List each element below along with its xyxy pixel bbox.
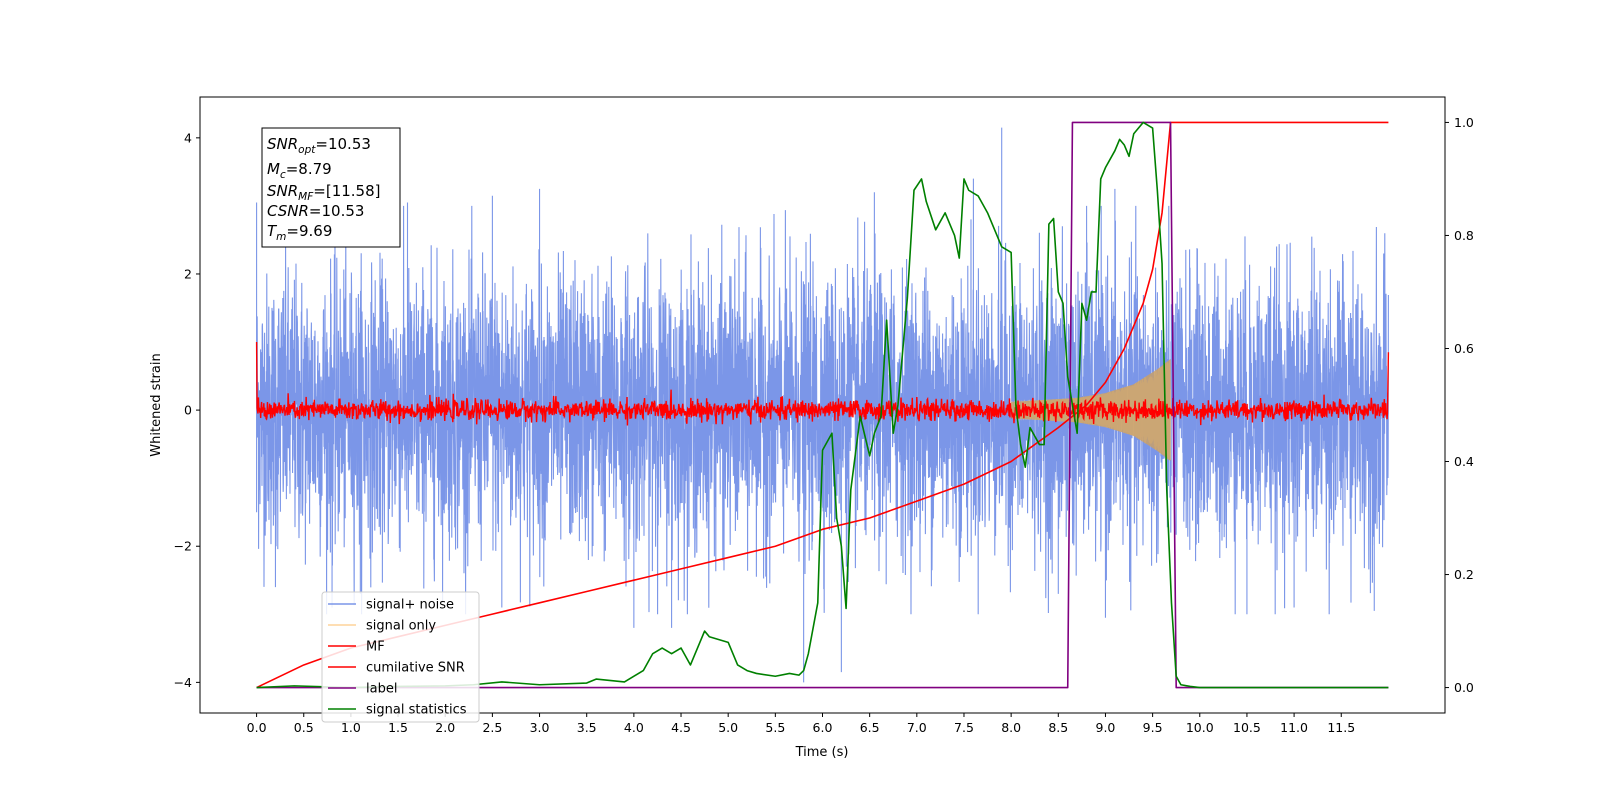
x-tick-label: 0.0 [247,720,267,735]
y-tick-label: −4 [174,675,192,690]
legend-item-label: MF [366,640,385,655]
x-tick-label: 2.5 [482,720,502,735]
x-tick-label: 8.5 [1048,720,1068,735]
x-tick-label: 5.5 [765,720,785,735]
y-tick-label: −2 [174,539,192,554]
x-tick-label: 10.5 [1233,720,1261,735]
info-box-frame [261,127,401,248]
legend-frame [321,591,480,723]
y2-tick-label: 1.0 [1454,115,1474,130]
x-tick-label: 9.0 [1096,720,1116,735]
x-axis-label: Time (s) [795,745,849,760]
x-tick-label: 8.0 [1001,720,1021,735]
y-tick-label: 0 [184,403,192,418]
info-csnr: CSNR=10.53 [267,202,364,220]
x-axis: 0.0 0.5 1.0 1.5 2.0 2.5 3.0 3.5 4.0 4.5 5.0 5.5 6.0 6… [247,713,1355,735]
legend-item-label: signal statistics [366,703,467,718]
x-tick-label: 11.0 [1280,720,1308,735]
legend-item-label: label [366,682,397,697]
x-tick-label: 3.5 [577,720,597,735]
series-label [256,121,1389,689]
legend-item-label: signal only [366,619,436,634]
y2-tick-label: 0.0 [1454,680,1474,695]
y-tick-label: 4 [184,130,192,145]
y-axis-left: −4 −2 0 2 4 [174,130,200,690]
legend: signal+ noise signal only MF cumilative SNR… [321,591,480,723]
y2-tick-label: 0.4 [1454,454,1474,469]
x-tick-label: 6.5 [860,720,880,735]
y-tick-label: 2 [184,266,192,281]
x-tick-label: 3.0 [530,720,550,735]
y-axis-right: 0.0 0.2 0.4 0.6 0.8 1.0 [1445,115,1474,695]
x-tick-label: 7.5 [954,720,974,735]
x-tick-label: 4.0 [624,720,644,735]
legend-item-label: cumilative SNR [366,661,465,676]
x-tick-label: 11.5 [1327,720,1355,735]
x-tick-label: 1.0 [341,720,361,735]
y2-tick-label: 0.2 [1454,567,1474,582]
x-tick-label: 6.0 [813,720,833,735]
legend-item-label: signal+ noise [366,598,454,613]
x-tick-label: 5.0 [718,720,738,735]
series-mf [255,342,1390,426]
series-signal-statistics [256,121,1389,689]
y-axis-label: Whitened strain [149,353,164,456]
info-tm: Tm=9.69 [267,222,332,243]
info-snr-opt: SNRopt=10.53 [267,135,371,156]
y2-tick-label: 0.8 [1454,228,1474,243]
info-snr-mf: SNRMF=[11.58] [267,182,381,203]
x-tick-label: 7.0 [907,720,927,735]
info-box: SNRopt=10.53 Mc=8.79 SNRMF=[11.58] CSNR=… [261,127,401,248]
y2-tick-label: 0.6 [1454,341,1474,356]
x-tick-label: 0.5 [294,720,314,735]
x-tick-label: 9.5 [1143,720,1163,735]
x-tick-label: 10.0 [1186,720,1214,735]
x-tick-label: 2.0 [435,720,455,735]
x-tick-label: 1.5 [388,720,408,735]
x-tick-label: 4.5 [671,720,691,735]
info-mc: Mc=8.79 [267,160,332,181]
